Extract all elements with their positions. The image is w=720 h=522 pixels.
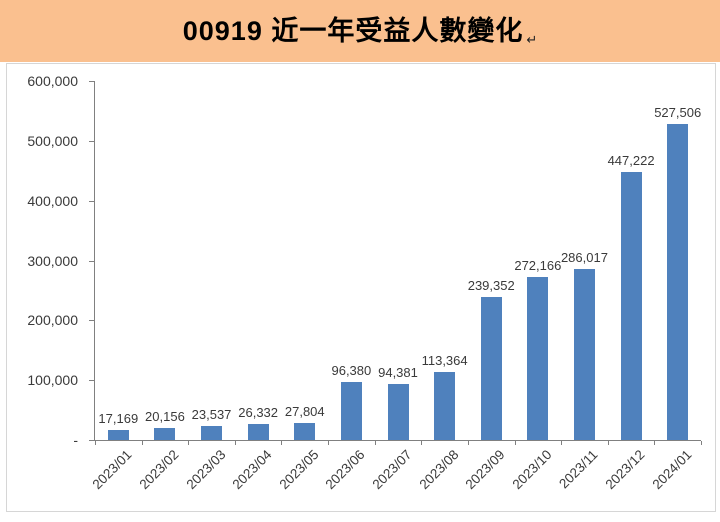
chart-title-banner: 00919 近一年受益人數變化 ↵ — [0, 0, 720, 62]
x-axis-tick — [374, 441, 376, 445]
x-axis-line — [90, 440, 701, 441]
x-axis-tick — [701, 441, 702, 445]
x-axis-tick — [328, 441, 330, 445]
y-axis-tick — [89, 81, 94, 82]
x-axis-label: 2023/07 — [369, 447, 415, 493]
x-axis-label: 2023/01 — [89, 447, 135, 493]
x-axis-tick — [607, 441, 609, 445]
bar-2023/07 — [387, 383, 409, 440]
bar-2023/02 — [154, 427, 176, 440]
bar-value-label: 23,537 — [191, 406, 232, 422]
bar-2023/06 — [340, 382, 362, 440]
x-axis-tick — [654, 441, 656, 445]
x-axis-label: 2024/01 — [649, 447, 695, 493]
bar-value-label: 27,804 — [284, 404, 325, 420]
y-axis-tick — [89, 140, 94, 142]
x-axis-label: 2023/11 — [556, 447, 602, 492]
bar-2023/08 — [434, 372, 456, 440]
embedded-bar-chart: 600,000 500,000 400,000 300,000 200,000 100,0… — [6, 63, 716, 512]
y-axis-tick — [89, 440, 94, 441]
x-axis-label: 2023/12 — [602, 447, 648, 493]
y-axis-tick — [89, 260, 94, 262]
x-axis-tick — [421, 441, 423, 445]
bar-value-label: 94,381 — [378, 364, 418, 380]
bar-2023/03 — [201, 425, 223, 440]
bar-2023/09 — [480, 296, 502, 440]
bar-2023/05 — [294, 423, 316, 440]
y-axis-tick — [89, 320, 94, 322]
bar-value-label: 96,380 — [331, 363, 372, 379]
x-axis-label: 2023/06 — [322, 447, 368, 493]
bar-2024/01 — [667, 124, 689, 440]
chart-title: 00919 近一年受益人數變化 — [182, 15, 524, 46]
y-axis-tick-label: - — [73, 432, 78, 448]
bar-value-label: 113,364 — [421, 353, 468, 369]
x-axis-tick — [141, 441, 143, 445]
x-axis-tick — [95, 441, 96, 445]
x-axis-tick — [561, 441, 563, 445]
bar-value-label: 272,166 — [514, 258, 562, 274]
y-axis-tick — [89, 380, 94, 382]
bar-value-label: 20,156 — [145, 408, 185, 424]
x-axis-tick — [188, 441, 190, 445]
bar-value-label: 527,506 — [654, 105, 702, 121]
return-mark-icon: ↵ — [526, 32, 538, 47]
y-axis-tick-label: 500,000 — [27, 132, 78, 149]
bar-value-label: 447,222 — [607, 153, 655, 169]
bar-2023/01 — [107, 429, 129, 440]
x-axis-tick — [467, 441, 469, 445]
y-axis-tick — [89, 200, 94, 202]
bar-value-label: 26,332 — [238, 405, 279, 421]
bar-2023/10 — [527, 277, 549, 440]
x-axis-label: 2023/02 — [136, 447, 182, 493]
y-axis-tick-label: 600,000 — [27, 73, 78, 89]
x-axis-label: 2023/08 — [416, 447, 462, 493]
x-axis-label: 2023/03 — [183, 447, 229, 493]
x-axis-tick — [234, 441, 236, 445]
bar-value-label: 239,352 — [467, 277, 515, 293]
bar-value-label: 17,169 — [98, 410, 139, 426]
bar-2023/11 — [573, 268, 595, 440]
y-axis-tick-label: 200,000 — [27, 312, 78, 329]
x-axis-tick — [281, 441, 283, 445]
y-axis-tick-label: 100,000 — [27, 372, 78, 389]
bar-2023/04 — [247, 424, 269, 440]
y-axis-line — [94, 81, 95, 441]
bar-2023/12 — [620, 172, 642, 440]
bar-value-label: 286,017 — [560, 249, 608, 265]
y-axis-tick-label: 300,000 — [27, 252, 78, 269]
x-axis-tick — [514, 441, 516, 445]
y-axis-tick-label: 400,000 — [27, 192, 78, 209]
